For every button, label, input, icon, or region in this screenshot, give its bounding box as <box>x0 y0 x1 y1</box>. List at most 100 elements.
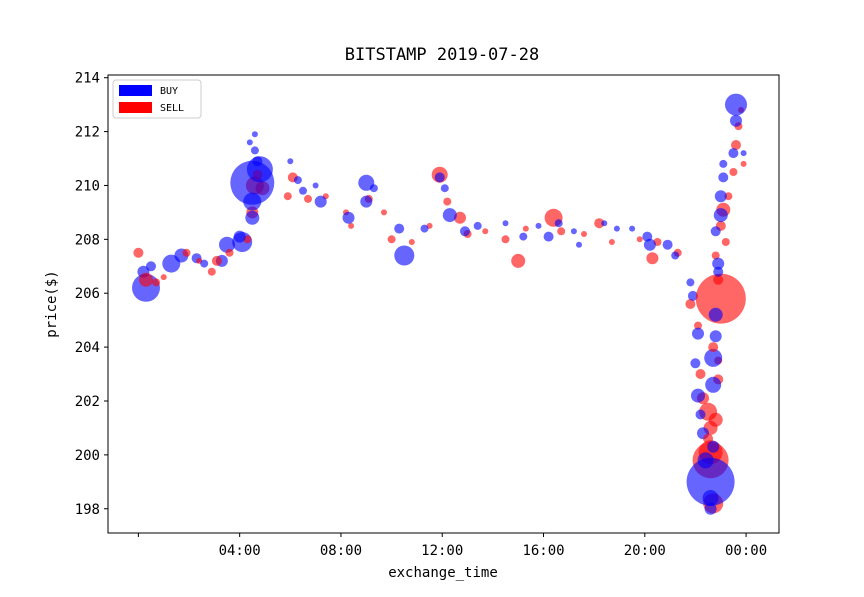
y-tick-label: 208 <box>75 232 100 248</box>
trade-point-buy <box>613 225 620 232</box>
trade-point-sell <box>160 274 167 281</box>
trade-point-sell <box>211 255 222 266</box>
x-tick-label: 16:00 <box>522 543 564 559</box>
trade-point-buy <box>691 388 705 403</box>
trade-point-buy <box>299 186 307 195</box>
trade-point-buy <box>440 184 449 193</box>
trade-point-buy <box>219 236 235 253</box>
trade-point-buy <box>713 266 724 277</box>
trade-point-buy <box>252 156 263 167</box>
trade-point-sell <box>348 222 355 229</box>
trade-point-sell <box>139 272 153 287</box>
trade-point-sell <box>695 273 746 324</box>
trade-point-sell <box>501 235 510 244</box>
trade-point-buy <box>233 230 246 243</box>
trade-point-buy <box>718 172 729 183</box>
trade-point-buy <box>708 307 723 322</box>
legend-swatch-buy <box>119 85 152 96</box>
trade-point-sell <box>695 369 706 379</box>
chart-title: BITSTAMP 2019-07-28 <box>345 45 539 65</box>
trade-point-buy <box>287 158 294 165</box>
legend-swatch-sell <box>119 102 152 113</box>
trade-point-buy <box>502 220 509 227</box>
trade-point-buy <box>702 490 719 506</box>
trade-point-buy <box>713 208 728 223</box>
trade-point-sell <box>182 248 191 257</box>
trade-point-buy <box>687 290 698 301</box>
trade-point-sell <box>387 235 396 244</box>
trade-point-buy <box>692 327 704 340</box>
y-tick-label: 198 <box>75 502 100 518</box>
trade-point-buy <box>601 220 608 227</box>
trade-point-buy <box>342 211 355 224</box>
trade-point-buy <box>434 172 445 183</box>
trade-point-sell <box>207 267 216 276</box>
y-tick-label: 212 <box>75 125 100 141</box>
trade-point-buy <box>695 409 706 420</box>
trade-point-sell <box>557 227 566 236</box>
y-tick-label: 210 <box>75 178 100 194</box>
trade-point-buy <box>728 148 739 159</box>
trade-point-buy <box>629 225 636 232</box>
trade-point-buy <box>251 131 258 138</box>
trade-point-sell <box>703 433 714 444</box>
trade-point-sell <box>581 231 587 237</box>
trade-point-sell <box>713 274 724 285</box>
trade-point-buy <box>709 330 722 343</box>
legend: BUY SELL <box>112 79 202 119</box>
trade-point-buy <box>473 221 482 230</box>
trade-point-buy <box>740 150 747 157</box>
x-tick-label: 08:00 <box>320 543 362 559</box>
trade-point-buy <box>250 146 259 155</box>
trade-point-buy <box>704 348 723 367</box>
trade-point-buy <box>710 226 721 237</box>
trade-point-sell <box>443 197 452 206</box>
trade-point-buy <box>576 241 582 248</box>
scatter-marks <box>132 93 747 515</box>
trade-point-sell <box>646 252 659 265</box>
x-axis-ticks: 04:00 08:00 12:00 16:00 20:00 00:00 <box>137 533 767 559</box>
trade-point-sell <box>711 251 720 260</box>
trade-point-sell <box>283 192 292 201</box>
trade-point-buy <box>394 245 415 266</box>
trade-point-buy <box>712 257 725 270</box>
x-tick-label: 04:00 <box>219 543 261 559</box>
trade-point-buy <box>519 232 528 241</box>
trade-point-buy <box>460 226 470 237</box>
trade-point-buy <box>719 159 728 168</box>
trade-point-buy <box>442 208 457 223</box>
trade-point-buy <box>314 195 327 208</box>
trade-point-buy <box>725 93 747 116</box>
trade-point-sell <box>685 299 696 309</box>
trade-point-buy <box>246 139 253 146</box>
trade-point-sell <box>636 236 643 243</box>
trade-point-buy <box>714 190 727 203</box>
trade-point-buy <box>686 278 695 287</box>
trade-point-buy <box>312 182 319 189</box>
trade-point-buy <box>146 261 156 272</box>
trade-point-sell <box>304 194 312 203</box>
trade-point-sell <box>152 278 161 287</box>
trade-point-buy <box>420 224 429 233</box>
trade-point-sell <box>522 225 529 232</box>
trade-point-buy <box>662 239 673 250</box>
y-tick-label: 206 <box>75 286 100 302</box>
trade-point-sell <box>381 209 387 216</box>
trade-point-buy <box>543 231 554 242</box>
x-axis-label: exchange_time <box>388 565 498 581</box>
x-tick-label: 12:00 <box>421 543 463 559</box>
y-tick-label: 202 <box>75 394 100 410</box>
trade-point-buy <box>535 222 542 229</box>
trade-point-buy <box>690 358 701 369</box>
trade-point-sell <box>740 160 747 167</box>
trade-point-sell <box>608 239 615 245</box>
y-axis-label: price($) <box>44 270 60 337</box>
trade-point-sell <box>708 412 723 427</box>
trade-point-sell <box>729 168 738 176</box>
trade-point-sell <box>511 253 526 268</box>
y-tick-label: 200 <box>75 448 100 464</box>
trade-point-sell <box>708 342 719 353</box>
trade-point-buy <box>245 210 260 225</box>
trade-point-buy <box>554 219 563 228</box>
trade-point-buy <box>705 376 722 393</box>
